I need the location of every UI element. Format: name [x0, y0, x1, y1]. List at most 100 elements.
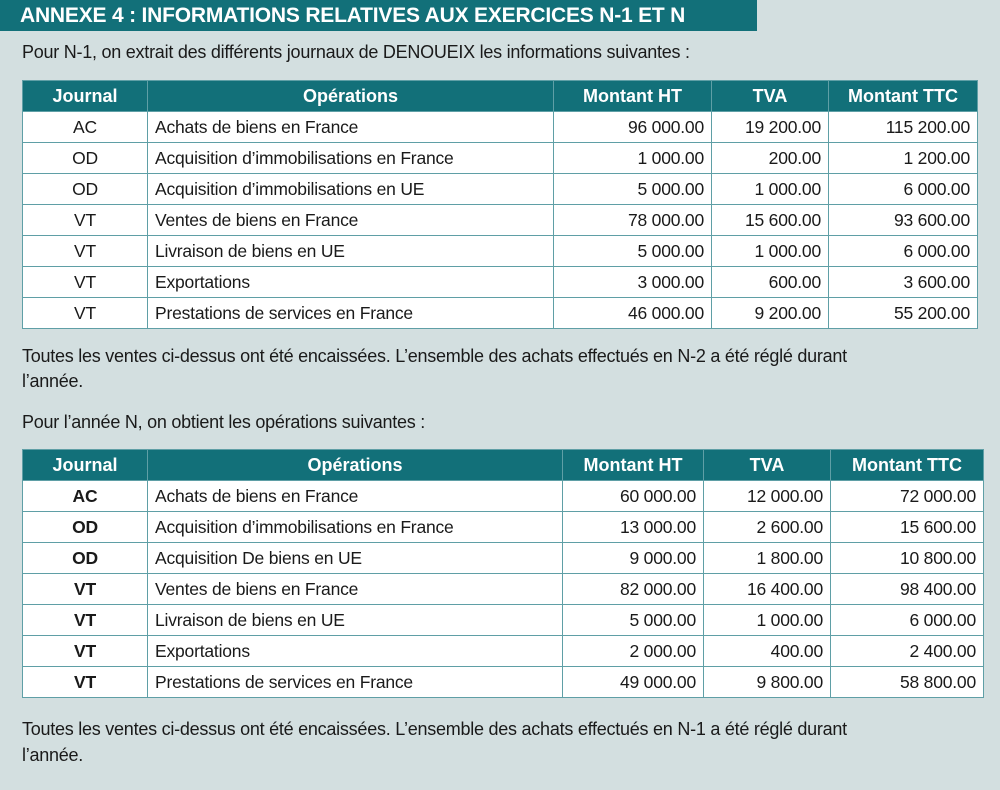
intro-n1: Pour N-1, on extrait des différents jour…	[22, 42, 690, 62]
note-n1-line2: l’année.	[22, 371, 84, 391]
cell-operations: Achats de biens en France	[147, 480, 563, 512]
cell-tva: 1 800.00	[703, 542, 831, 574]
cell-tva: 12 000.00	[703, 480, 831, 512]
cell-journal: OD	[22, 173, 148, 205]
cell-tva: 1 000.00	[711, 235, 829, 267]
header-operations: Opérations	[147, 80, 554, 112]
table-row: VT Prestations de services en France 49 00…	[22, 666, 984, 698]
cell-tva: 15 600.00	[711, 204, 829, 236]
table-row: VT Exportations 3 000.00 600.00 3 600.00	[22, 266, 978, 298]
table-row: VT Ventes de biens en France 78 000.00 15 6…	[22, 204, 978, 236]
cell-montant-ht: 49 000.00	[562, 666, 704, 698]
intro-n: Pour l’année N, on obtient les opération…	[22, 412, 426, 432]
cell-journal: VT	[22, 235, 148, 267]
cell-montant-ttc: 93 600.00	[828, 204, 978, 236]
note-n1-line1: Toutes les ventes ci-dessus ont été enca…	[22, 346, 847, 366]
cell-tva: 200.00	[711, 142, 829, 174]
header-montant-ht: Montant HT	[553, 80, 712, 112]
cell-tva: 400.00	[703, 635, 831, 667]
cell-operations: Acquisition d’immobilisations en UE	[147, 173, 554, 205]
table-row: AC Achats de biens en France 60 000.00 12 0…	[22, 480, 984, 512]
cell-montant-ttc: 98 400.00	[830, 573, 984, 605]
cell-montant-ht: 60 000.00	[562, 480, 704, 512]
cell-tva: 16 400.00	[703, 573, 831, 605]
table-row: VT Livraison de biens en UE 5 000.00 1 000.…	[22, 235, 978, 267]
header-journal: Journal	[22, 449, 148, 481]
header-operations: Opérations	[147, 449, 563, 481]
header-montant-ttc: Montant TTC	[830, 449, 984, 481]
table-row: OD Acquisition d’immobilisations en Franc…	[22, 142, 978, 174]
cell-journal: VT	[22, 604, 148, 636]
table-row: VT Exportations 2 000.00 400.00 2 400.00	[22, 635, 984, 667]
cell-montant-ht: 1 000.00	[553, 142, 712, 174]
cell-montant-ttc: 115 200.00	[828, 111, 978, 143]
header-montant-ht: Montant HT	[562, 449, 704, 481]
cell-montant-ht: 82 000.00	[562, 573, 704, 605]
cell-montant-ttc: 1 200.00	[828, 142, 978, 174]
cell-operations: Acquisition d’immobilisations en France	[147, 511, 563, 543]
cell-montant-ttc: 58 800.00	[830, 666, 984, 698]
cell-journal: VT	[22, 204, 148, 236]
cell-montant-ht: 96 000.00	[553, 111, 712, 143]
cell-montant-ttc: 6 000.00	[828, 173, 978, 205]
table-n: Journal Opérations Montant HT TVA Montant TT…	[22, 449, 984, 698]
cell-montant-ttc: 10 800.00	[830, 542, 984, 574]
cell-operations: Exportations	[147, 266, 554, 298]
table-row: VT Livraison de biens en UE 5 000.00 1 000.…	[22, 604, 984, 636]
header-montant-ttc: Montant TTC	[828, 80, 978, 112]
header-journal: Journal	[22, 80, 148, 112]
cell-montant-ht: 13 000.00	[562, 511, 704, 543]
cell-operations: Ventes de biens en France	[147, 204, 554, 236]
cell-montant-ht: 3 000.00	[553, 266, 712, 298]
table-row: VT Prestations de services en France 46 00…	[22, 297, 978, 329]
cell-montant-ttc: 6 000.00	[828, 235, 978, 267]
table-row: OD Acquisition d’immobilisations en Franc…	[22, 511, 984, 543]
cell-montant-ht: 5 000.00	[562, 604, 704, 636]
cell-journal: AC	[22, 480, 148, 512]
table-row: VT Ventes de biens en France 82 000.00 16 4…	[22, 573, 984, 605]
table-row: OD Acquisition De biens en UE 9 000.00 1 80…	[22, 542, 984, 574]
cell-operations: Ventes de biens en France	[147, 573, 563, 605]
cell-operations: Livraison de biens en UE	[147, 604, 563, 636]
header-row: Journal Opérations Montant HT TVA Montant TT…	[22, 80, 978, 112]
cell-montant-ht: 2 000.00	[562, 635, 704, 667]
cell-montant-ttc: 15 600.00	[830, 511, 984, 543]
cell-operations: Achats de biens en France	[147, 111, 554, 143]
cell-tva: 2 600.00	[703, 511, 831, 543]
cell-journal: VT	[22, 573, 148, 605]
header-row: Journal Opérations Montant HT TVA Montant TT…	[22, 449, 984, 481]
note-n-line1: Toutes les ventes ci-dessus ont été enca…	[22, 719, 847, 739]
cell-journal: AC	[22, 111, 148, 143]
cell-journal: OD	[22, 142, 148, 174]
table-row: OD Acquisition d’immobilisations en UE 5 0…	[22, 173, 978, 205]
cell-journal: VT	[22, 266, 148, 298]
cell-journal: VT	[22, 635, 148, 667]
cell-montant-ttc: 55 200.00	[828, 297, 978, 329]
cell-journal: OD	[22, 511, 148, 543]
cell-tva: 1 000.00	[711, 173, 829, 205]
cell-montant-ht: 9 000.00	[562, 542, 704, 574]
cell-journal: VT	[22, 666, 148, 698]
cell-tva: 9 200.00	[711, 297, 829, 329]
cell-montant-ttc: 72 000.00	[830, 480, 984, 512]
cell-montant-ttc: 6 000.00	[830, 604, 984, 636]
note-n-line2: l’année.	[22, 745, 84, 765]
cell-montant-ht: 5 000.00	[553, 235, 712, 267]
cell-journal: OD	[22, 542, 148, 574]
annex-title: ANNEXE 4 : INFORMATIONS RELATIVES AUX EX…	[0, 0, 757, 31]
cell-operations: Exportations	[147, 635, 563, 667]
cell-operations: Prestations de services en France	[147, 297, 554, 329]
cell-tva: 9 800.00	[703, 666, 831, 698]
cell-journal: VT	[22, 297, 148, 329]
header-tva: TVA	[703, 449, 831, 481]
table-row: AC Achats de biens en France 96 000.00 19 2…	[22, 111, 978, 143]
cell-montant-ttc: 3 600.00	[828, 266, 978, 298]
cell-operations: Acquisition De biens en UE	[147, 542, 563, 574]
header-tva: TVA	[711, 80, 829, 112]
cell-montant-ht: 46 000.00	[553, 297, 712, 329]
table-n1: Journal Opérations Montant HT TVA Montant TT…	[22, 80, 978, 329]
cell-operations: Prestations de services en France	[147, 666, 563, 698]
cell-montant-ttc: 2 400.00	[830, 635, 984, 667]
cell-tva: 600.00	[711, 266, 829, 298]
cell-tva: 19 200.00	[711, 111, 829, 143]
